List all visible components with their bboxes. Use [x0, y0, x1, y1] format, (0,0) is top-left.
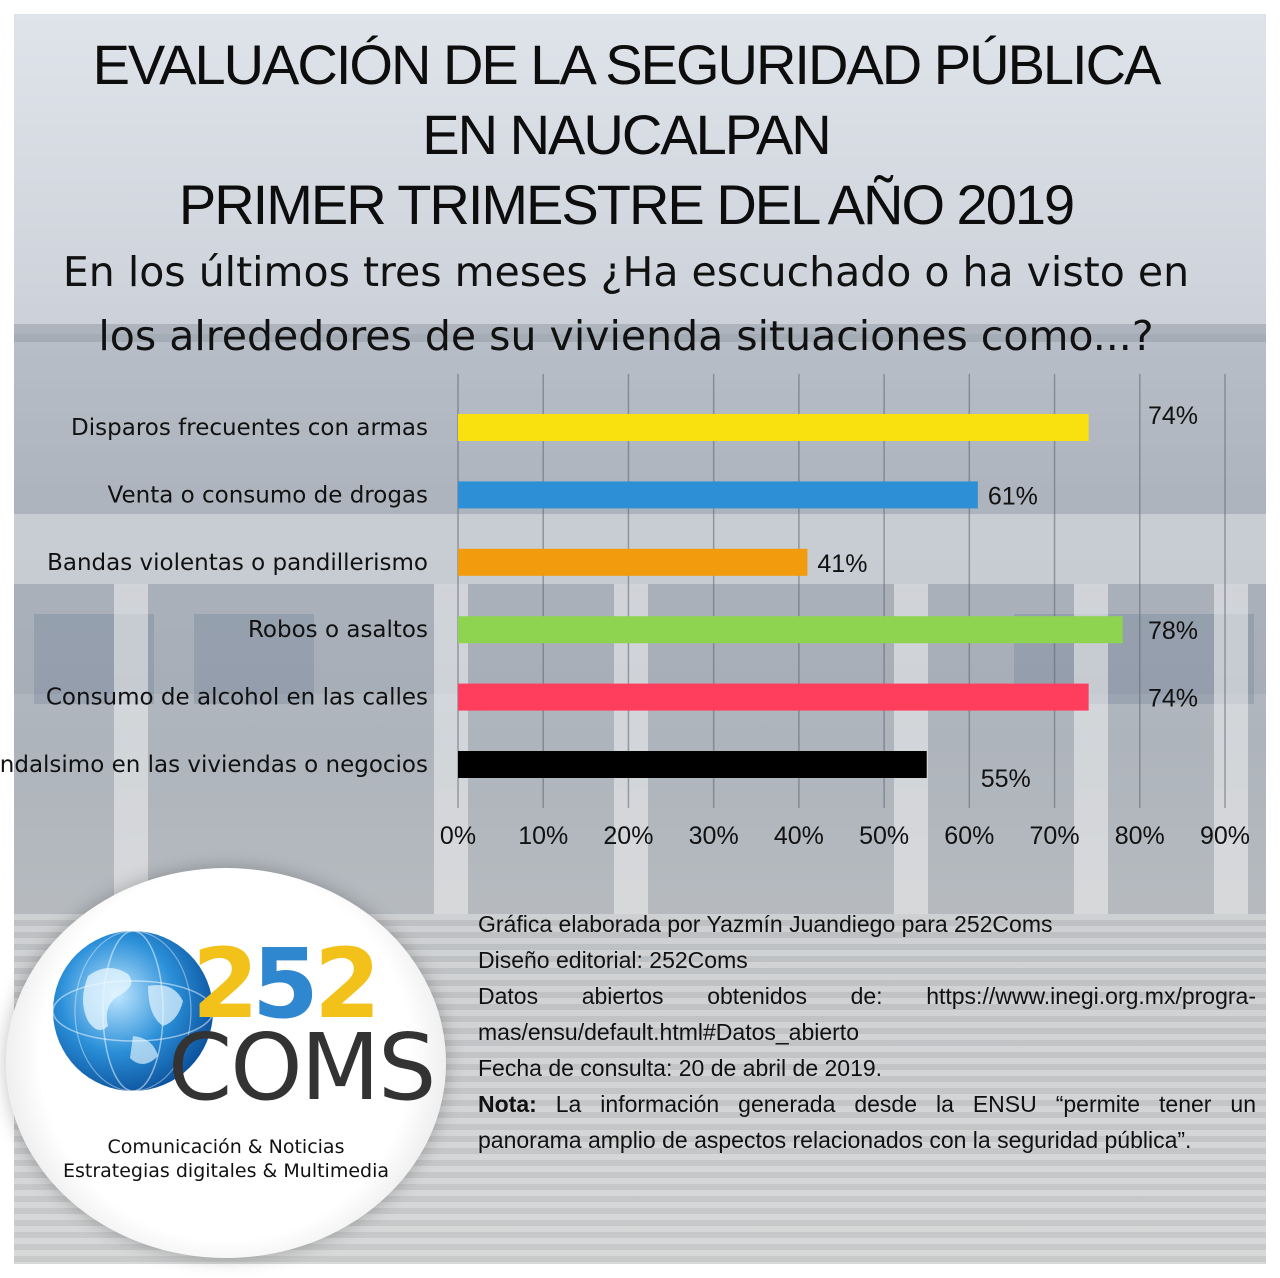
chart-bars	[458, 414, 1123, 778]
x-tick-label: 40%	[774, 822, 824, 850]
value-label: 55%	[981, 765, 1031, 793]
logo-word: COMS	[168, 1014, 436, 1121]
bar-chart: Disparos frecuentes con armas Venta o con…	[0, 374, 1250, 850]
credits-block: Gráfica elaborada por Yazmín Juandiego p…	[478, 906, 1256, 1158]
question-line-2: los alrededores de su vivienda situacion…	[98, 312, 1154, 360]
note-line-2: panorama amplio de aspectos relacionados…	[478, 1127, 1192, 1153]
value-label: 61%	[988, 482, 1038, 510]
note-label: Nota:	[478, 1091, 537, 1117]
credit-source: Datos abiertos obtenidos de: https://www…	[478, 983, 1256, 1009]
question-line-1: En los últimos tres meses ¿Ha escuchado …	[62, 248, 1190, 296]
x-tick-label: 0%	[440, 822, 476, 850]
logo-digit-5: 5	[252, 928, 319, 1040]
logo-digit-2: 2	[192, 928, 259, 1040]
logo-tagline-1: Comunicación & Noticias	[107, 1136, 345, 1158]
bar	[458, 616, 1123, 644]
value-label: 41%	[817, 550, 867, 578]
category-label: Consumo de alcohol en las calles	[46, 685, 428, 711]
bar	[458, 414, 1089, 441]
chart-value-labels: 74% 61% 41% 78% 74% 55%	[817, 402, 1198, 793]
x-tick-label: 60%	[944, 822, 994, 850]
background-window	[194, 614, 314, 704]
chart-x-tick-labels: 0% 10% 20% 30% 40% 50% 60% 70% 80% 90%	[440, 822, 1250, 850]
title-line-2: EN NAUCALPAN	[422, 103, 832, 166]
value-label: 74%	[1148, 685, 1198, 713]
chart-category-labels: Disparos frecuentes con armas Venta o con…	[0, 415, 428, 778]
background-roof	[14, 324, 1266, 342]
x-tick-label: 30%	[689, 822, 739, 850]
x-tick-label: 10%	[518, 822, 568, 850]
bar	[458, 751, 927, 778]
x-tick-label: 50%	[859, 822, 909, 850]
bar	[458, 683, 1089, 711]
title-line-3: PRIMER TRIMESTRE DEL AÑO 2019	[178, 173, 1075, 236]
x-tick-label: 20%	[603, 822, 653, 850]
background-column	[1214, 584, 1248, 914]
value-label: 78%	[1148, 617, 1198, 645]
globe-icon	[52, 930, 214, 1092]
category-label: Robos o asaltos	[248, 617, 428, 643]
note-line-1: Nota: La información generada desde la E…	[478, 1086, 1256, 1122]
x-tick-label: 90%	[1200, 822, 1250, 850]
chart-gridlines	[457, 374, 1226, 808]
title-line-1: EVALUACIÓN DE LA SEGURIDAD PÚBLICA	[92, 33, 1162, 96]
background-column	[114, 584, 148, 914]
bar	[458, 548, 808, 576]
credit-date: Fecha de consulta: 20 de abril de 2019.	[478, 1055, 883, 1081]
credit-source-continued: mas/ensu/default.html#Datos_abierto	[478, 1019, 859, 1045]
value-label: 74%	[1148, 402, 1198, 430]
category-label: Disparos frecuentes con armas	[71, 415, 428, 441]
credit-author: Gráfica elaborada por Yazmín Juandiego p…	[478, 911, 1053, 937]
x-tick-label: 70%	[1030, 822, 1080, 850]
category-label: Bandas violentas o pandillerismo	[47, 550, 428, 576]
logo-digit-2: 2	[314, 928, 381, 1040]
logo-tagline-2: Estrategias digitales & Multimedia	[62, 1160, 390, 1182]
category-label: Venta o consumo de drogas	[108, 482, 428, 508]
x-tick-label: 80%	[1115, 822, 1165, 850]
credit-design: Diseño editorial: 252Coms	[478, 947, 748, 973]
note-text: La información generada desde la ENSU “p…	[555, 1091, 1256, 1117]
252coms-logo: 2 5 2 COMS Comunicación & Noticias Estra…	[6, 868, 446, 1258]
bar	[458, 481, 978, 509]
category-label: Vandalsimo en las viviendas o negocios	[0, 752, 428, 778]
